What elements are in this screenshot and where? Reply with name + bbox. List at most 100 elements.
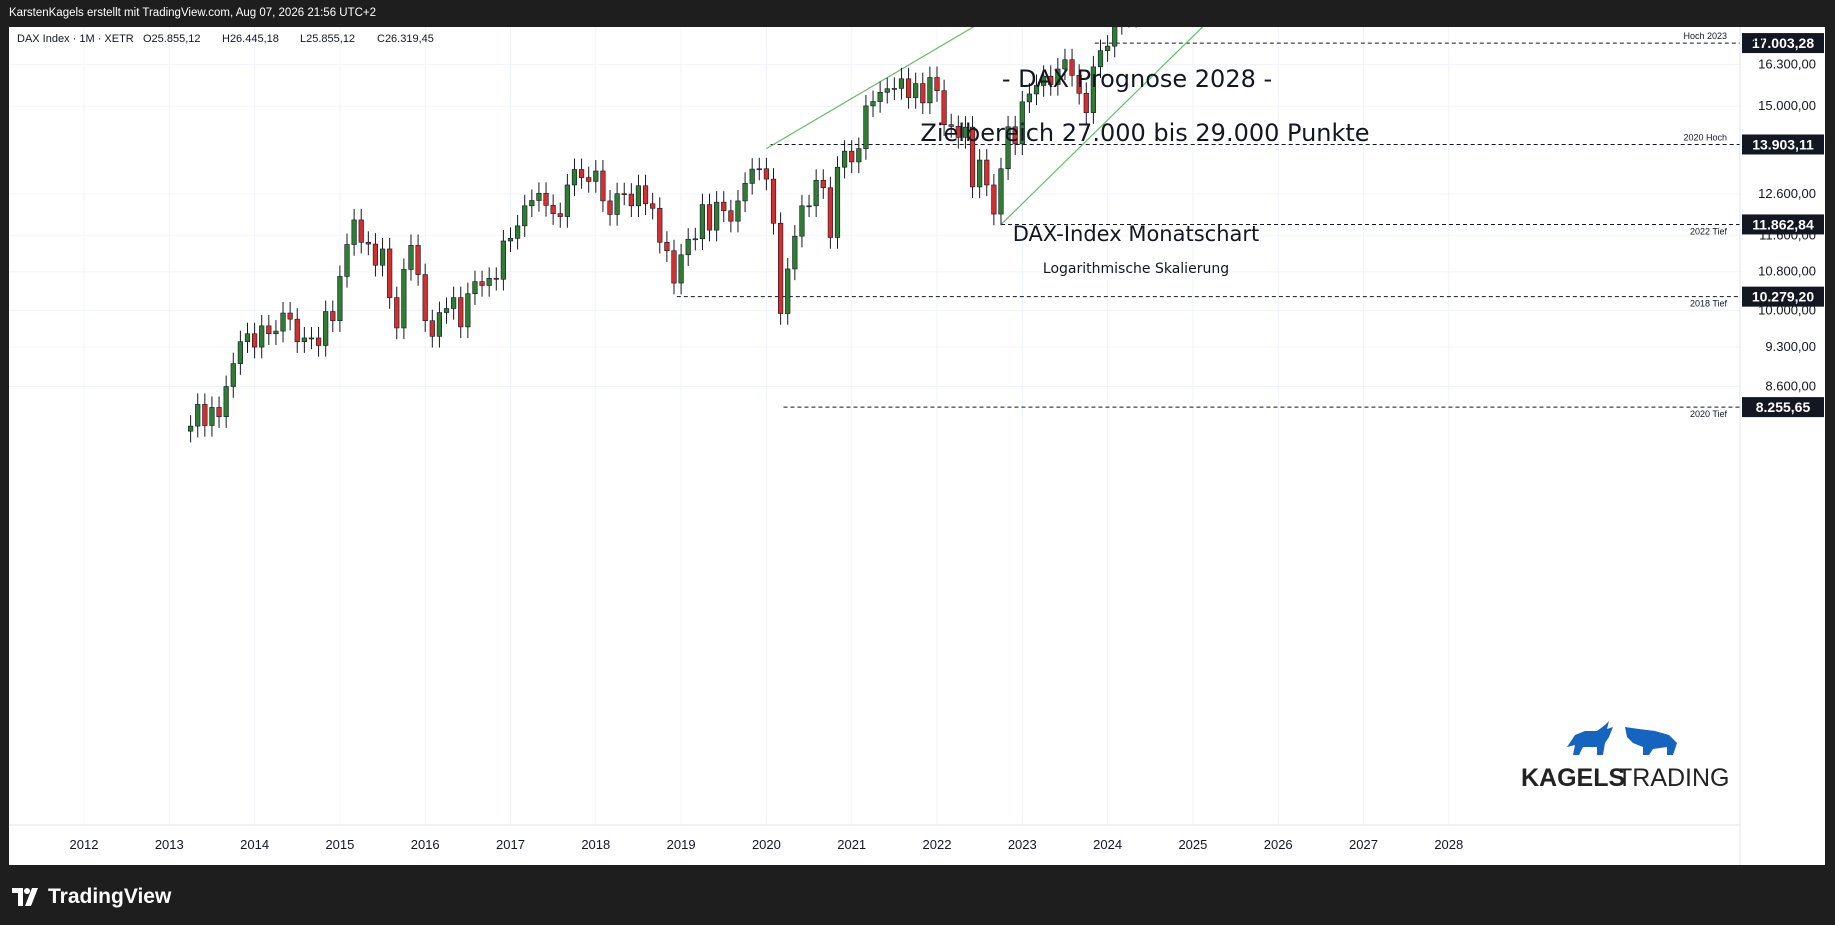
candle-body bbox=[522, 205, 528, 227]
candle-body bbox=[387, 248, 393, 298]
candle-body bbox=[984, 159, 990, 186]
candle-body bbox=[486, 278, 492, 286]
legend-open: O25.855,12 bbox=[143, 33, 201, 45]
price-label-box bbox=[1742, 33, 1824, 54]
candle-body bbox=[1026, 93, 1033, 103]
candle-body bbox=[742, 183, 748, 202]
candle-body bbox=[1062, 59, 1068, 70]
candle-body bbox=[969, 126, 976, 188]
price-label-box bbox=[1742, 214, 1824, 235]
candle-body bbox=[493, 278, 499, 280]
candle-body bbox=[1033, 85, 1040, 95]
time-tick-label: 2024 bbox=[1093, 837, 1122, 852]
candle-body bbox=[294, 318, 300, 342]
candle-body bbox=[323, 311, 329, 346]
candle-body bbox=[635, 185, 642, 207]
candle-body bbox=[920, 83, 926, 104]
candle-body bbox=[1090, 66, 1096, 113]
candle-body bbox=[379, 248, 386, 266]
candle-body bbox=[507, 238, 514, 242]
time-tick-label: 2028 bbox=[1434, 837, 1463, 852]
candle-body bbox=[543, 192, 549, 206]
dax-monthly-chart[interactable]: AllzeithochJanuarhochJahreshoch 2025März… bbox=[9, 27, 1825, 865]
candle-body bbox=[692, 238, 698, 241]
price-label-text: 11.862,84 bbox=[1752, 216, 1814, 232]
candle-body bbox=[451, 297, 457, 309]
level-label: 2020 Tief bbox=[1690, 409, 1728, 419]
candle-body bbox=[1069, 59, 1075, 76]
candle-body bbox=[806, 205, 812, 208]
candle-body bbox=[436, 312, 443, 337]
candle-body bbox=[223, 386, 229, 417]
candle-body bbox=[792, 235, 798, 270]
chart-credit: KarstenKagels erstellt mit TradingView.c… bbox=[9, 7, 377, 19]
chart-subtitle: DAX-Index Monatschart bbox=[1013, 222, 1259, 246]
time-tick-label: 2017 bbox=[496, 837, 525, 852]
candle-body bbox=[721, 201, 727, 212]
candle-body bbox=[237, 341, 243, 364]
scale-unit[interactable]: point bbox=[1747, 33, 1771, 45]
tradingview-logo[interactable]: TradingView bbox=[12, 885, 171, 909]
candle-body bbox=[479, 281, 485, 286]
candle-body bbox=[408, 245, 414, 270]
candle-body bbox=[927, 77, 933, 104]
price-labels: 26.445,1826.319,4525.507,7924.771,3421.8… bbox=[1742, 33, 1824, 418]
candle-body bbox=[195, 404, 201, 427]
candle-body bbox=[671, 250, 677, 284]
time-axis[interactable]: 2012 2013 2014 2015 2016 2017 2018 2019 2020 2021… bbox=[70, 837, 1464, 852]
candle-body bbox=[266, 325, 272, 335]
candle-body bbox=[820, 179, 826, 189]
candle-body bbox=[358, 219, 364, 243]
candle-body bbox=[1112, 27, 1118, 47]
candle-body bbox=[905, 78, 912, 98]
price-label-text: 17.003,28 bbox=[1752, 35, 1814, 51]
candle-body bbox=[678, 254, 684, 284]
bear-icon bbox=[1625, 727, 1677, 755]
candle-body bbox=[1048, 75, 1054, 85]
time-tick-label: 2026 bbox=[1264, 837, 1293, 852]
candle-body bbox=[813, 179, 819, 207]
chart-area[interactable]: AllzeithochJanuarhochJahreshoch 2025März… bbox=[9, 27, 1825, 865]
candle-body bbox=[770, 178, 777, 224]
candle-body bbox=[650, 203, 656, 209]
bull-icon bbox=[1567, 721, 1613, 755]
candle-body bbox=[607, 200, 613, 215]
candle-body bbox=[344, 244, 350, 277]
candle-body bbox=[600, 170, 606, 202]
legend-symbol: DAX Index · 1M · XETR bbox=[17, 33, 134, 45]
candle-body bbox=[244, 333, 251, 342]
candle-body bbox=[1097, 50, 1104, 68]
candle-body bbox=[614, 193, 620, 215]
candle-body bbox=[877, 92, 883, 102]
candle-body bbox=[472, 281, 478, 294]
candle-body bbox=[778, 222, 784, 314]
trend-channel bbox=[766, 27, 1204, 225]
candle-body bbox=[287, 312, 293, 320]
candle-body bbox=[763, 168, 769, 180]
candle-body bbox=[216, 407, 222, 417]
candle-body bbox=[898, 78, 905, 89]
candle-body bbox=[891, 88, 897, 90]
time-tick-label: 2015 bbox=[325, 837, 354, 852]
candle-body bbox=[799, 205, 805, 237]
candle-body bbox=[550, 205, 556, 214]
candle-body bbox=[394, 297, 400, 329]
candle-body bbox=[735, 200, 741, 222]
time-tick-label: 2014 bbox=[240, 837, 269, 852]
legend-low: L25.855,12 bbox=[300, 33, 355, 45]
price-tick-label: 9.300,00 bbox=[1765, 339, 1816, 354]
candle-body bbox=[991, 184, 997, 215]
time-tick-label: 2012 bbox=[70, 837, 99, 852]
level-label: Hoch 2023 bbox=[1683, 31, 1727, 41]
candle-body bbox=[259, 325, 265, 348]
candle-body bbox=[642, 185, 649, 205]
candle-body bbox=[422, 274, 428, 321]
candle-body bbox=[536, 192, 542, 201]
candle-body bbox=[529, 200, 535, 207]
candle-body bbox=[1083, 92, 1089, 113]
candle-body bbox=[1005, 126, 1011, 170]
candle-body bbox=[785, 268, 791, 314]
candle-body bbox=[273, 330, 279, 335]
price-tick-label: 16.300,00 bbox=[1758, 56, 1816, 71]
time-tick-label: 2018 bbox=[581, 837, 610, 852]
